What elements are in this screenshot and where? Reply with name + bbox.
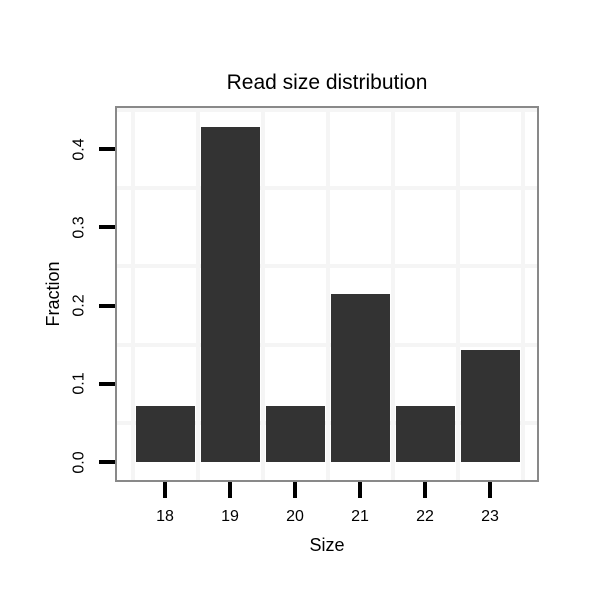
minor-gridline-vertical	[455, 108, 460, 480]
y-tick-label: 0.0	[70, 450, 88, 474]
minor-gridline-vertical	[390, 108, 395, 480]
y-tick-label: 0.3	[70, 216, 88, 239]
x-tick-label: 18	[156, 508, 174, 525]
minor-gridline-vertical	[195, 108, 200, 480]
x-axis-tick	[293, 482, 297, 498]
bar-size-21	[330, 294, 390, 462]
y-axis-tick	[99, 147, 115, 151]
y-tick-label: 0.4	[70, 137, 88, 161]
bar-size-19	[200, 126, 260, 462]
y-axis-tick	[99, 381, 115, 386]
x-tick-label: 20	[286, 508, 304, 525]
x-axis-tick	[488, 482, 492, 498]
bar-size-18	[135, 406, 195, 462]
bar-size-20	[265, 406, 325, 462]
x-tick-label: 19	[221, 508, 239, 525]
minor-gridline-horizontal	[117, 264, 537, 269]
bar-size-23	[460, 350, 520, 462]
x-axis-tick	[163, 482, 167, 498]
x-axis-tick	[228, 482, 232, 498]
minor-gridline-horizontal	[117, 108, 537, 112]
minor-gridline-vertical	[260, 108, 265, 480]
y-axis-title: Fraction	[43, 261, 63, 327]
minor-gridline-horizontal	[117, 342, 537, 347]
minor-gridline-horizontal	[117, 420, 537, 425]
minor-gridline-vertical	[520, 108, 525, 480]
y-axis-tick	[99, 303, 115, 308]
minor-gridline-vertical	[130, 108, 135, 480]
y-axis-tick	[99, 225, 115, 230]
y-tick-label: 0.1	[70, 372, 88, 395]
bar-size-22	[395, 406, 455, 462]
x-axis-title: Size	[309, 535, 345, 555]
x-axis-tick	[423, 482, 427, 498]
x-tick-label: 22	[416, 508, 434, 525]
x-tick-label: 21	[351, 508, 369, 525]
x-axis-tick	[358, 482, 362, 498]
y-tick-label: 0.2	[70, 294, 88, 317]
minor-gridline-vertical	[325, 108, 330, 480]
chart-title: Read size distribution	[226, 71, 428, 94]
x-tick-label: 23	[481, 508, 499, 525]
minor-gridline-horizontal	[117, 186, 537, 191]
y-axis-tick	[99, 460, 115, 464]
